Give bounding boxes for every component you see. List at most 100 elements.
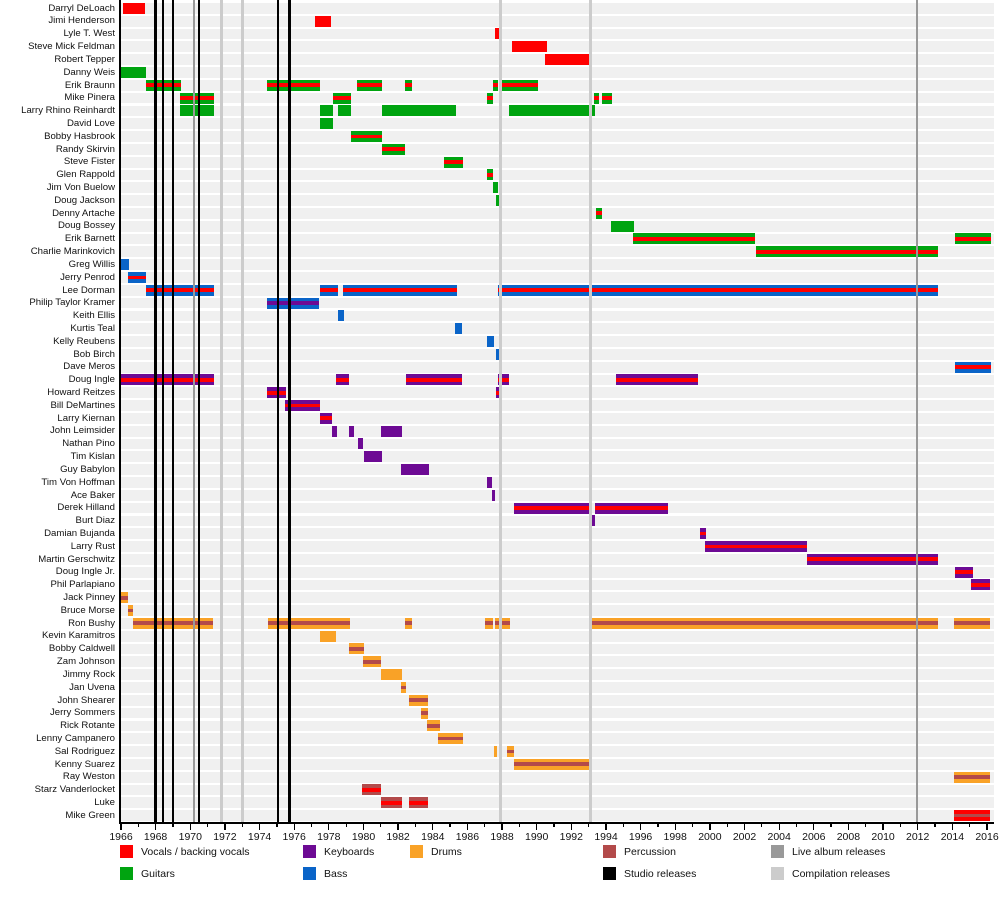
timeline-bar (486, 335, 495, 347)
member-name-label: Luke (94, 797, 115, 808)
member-name-label: Nathan Pino (62, 438, 115, 450)
member-row (120, 15, 994, 27)
role-stripe (266, 390, 286, 395)
axis-minor-tick (657, 823, 659, 827)
timeline-bar (487, 92, 494, 104)
axis-tick-label: 1996 (628, 831, 653, 843)
role-stripe (405, 83, 412, 88)
member-row (120, 810, 994, 821)
legend-label: Keyboards (324, 846, 375, 858)
member-row (120, 528, 994, 540)
member-row (120, 630, 994, 642)
member-name-label: David Love (67, 117, 115, 129)
axis-major-tick (570, 823, 572, 830)
member-name-label: Phil Parlapiano (50, 579, 115, 591)
axis-major-tick (951, 823, 954, 830)
member-name-label: Glen Rappold (56, 169, 115, 181)
timeline-bar (179, 92, 214, 104)
axis-minor-tick (899, 823, 902, 827)
member-name-label: Denny Artache (52, 207, 115, 219)
member-name-label: Jim Von Buelow (46, 182, 115, 193)
role-stripe (971, 583, 991, 587)
member-name-label: Steve Mick Feldman (28, 41, 115, 52)
timeline-bar (361, 784, 381, 796)
role-stripe (806, 557, 939, 562)
timeline-bar (493, 79, 498, 91)
timeline-bar (507, 745, 515, 757)
member-row (120, 169, 994, 181)
timeline-bar (514, 502, 589, 514)
member-row (120, 3, 994, 14)
timeline-bar (408, 694, 428, 706)
member-row (120, 79, 994, 91)
timeline-bar (381, 105, 457, 117)
member-row (120, 131, 994, 142)
role-stripe (699, 531, 707, 536)
axis-major-tick (224, 823, 226, 830)
axis-tick-label: 2014 (940, 831, 965, 843)
role-stripe (426, 723, 440, 728)
axis-tick-label: 2012 (906, 831, 930, 843)
member-row (120, 208, 994, 219)
timeline-bar (588, 515, 596, 527)
timeline-bar (408, 797, 428, 809)
legend-label: Percussion (624, 846, 676, 858)
role-stripe (955, 365, 991, 369)
timeline-bar (495, 28, 502, 40)
role-stripe (179, 96, 214, 100)
axis-tick-label: 1994 (594, 831, 618, 843)
member-row (120, 400, 994, 411)
role-stripe (380, 800, 402, 805)
timeline-bar (601, 92, 612, 104)
role-stripe (146, 288, 214, 293)
member-name-label: Doug Ingle (68, 374, 115, 386)
axis-tick-label: 1978 (317, 831, 341, 843)
role-stripe (121, 595, 128, 600)
timeline-bar (444, 156, 464, 168)
role-stripe (755, 249, 939, 254)
timeline-bar (342, 284, 457, 296)
timeline-bar (121, 259, 129, 271)
timeline-bar (358, 438, 364, 450)
axis-tick-label: 1972 (213, 831, 237, 843)
timeline-bar (121, 374, 214, 386)
role-stripe (514, 762, 591, 767)
axis-minor-tick (345, 823, 347, 827)
timeline-bar (954, 617, 991, 629)
member-name-label: Ray Weston (62, 771, 115, 783)
member-name-label: Erik Barnett (64, 233, 115, 245)
release-line-compilation (589, 0, 592, 822)
member-name-label: Sal Rodriguez (54, 745, 115, 757)
member-row (120, 348, 994, 360)
role-stripe (405, 621, 412, 626)
member-row (120, 374, 994, 386)
timeline-bar (496, 195, 501, 206)
role-stripe (320, 416, 333, 421)
timeline-bar (121, 592, 128, 604)
role-stripe (127, 608, 134, 613)
role-stripe (408, 800, 428, 805)
member-row (120, 143, 994, 155)
guitars-legend-swatch (120, 867, 133, 880)
member-row (120, 592, 994, 604)
axis-tick-label: 2002 (732, 831, 757, 843)
member-row (120, 797, 994, 809)
timeline-bar (512, 41, 547, 53)
axis-major-tick (397, 823, 399, 830)
timeline-bar (426, 720, 440, 732)
member-row (120, 694, 994, 706)
axis-tick-label: 1976 (282, 831, 306, 843)
member-row (120, 566, 994, 578)
axis-major-tick (709, 823, 711, 830)
member-name-label: Jan Uvena (69, 681, 115, 693)
member-name-label: Greg Willis (68, 258, 115, 270)
axis-tick-label: 2006 (802, 831, 826, 843)
member-row (120, 669, 994, 681)
axis-tick-label: 2008 (836, 831, 861, 843)
timeline-bar (509, 105, 595, 117)
axis-minor-tick (795, 823, 798, 827)
axis-minor-tick (484, 823, 486, 827)
member-row (120, 195, 994, 206)
axis-major-tick (189, 823, 191, 830)
axis-minor-tick (761, 823, 763, 827)
